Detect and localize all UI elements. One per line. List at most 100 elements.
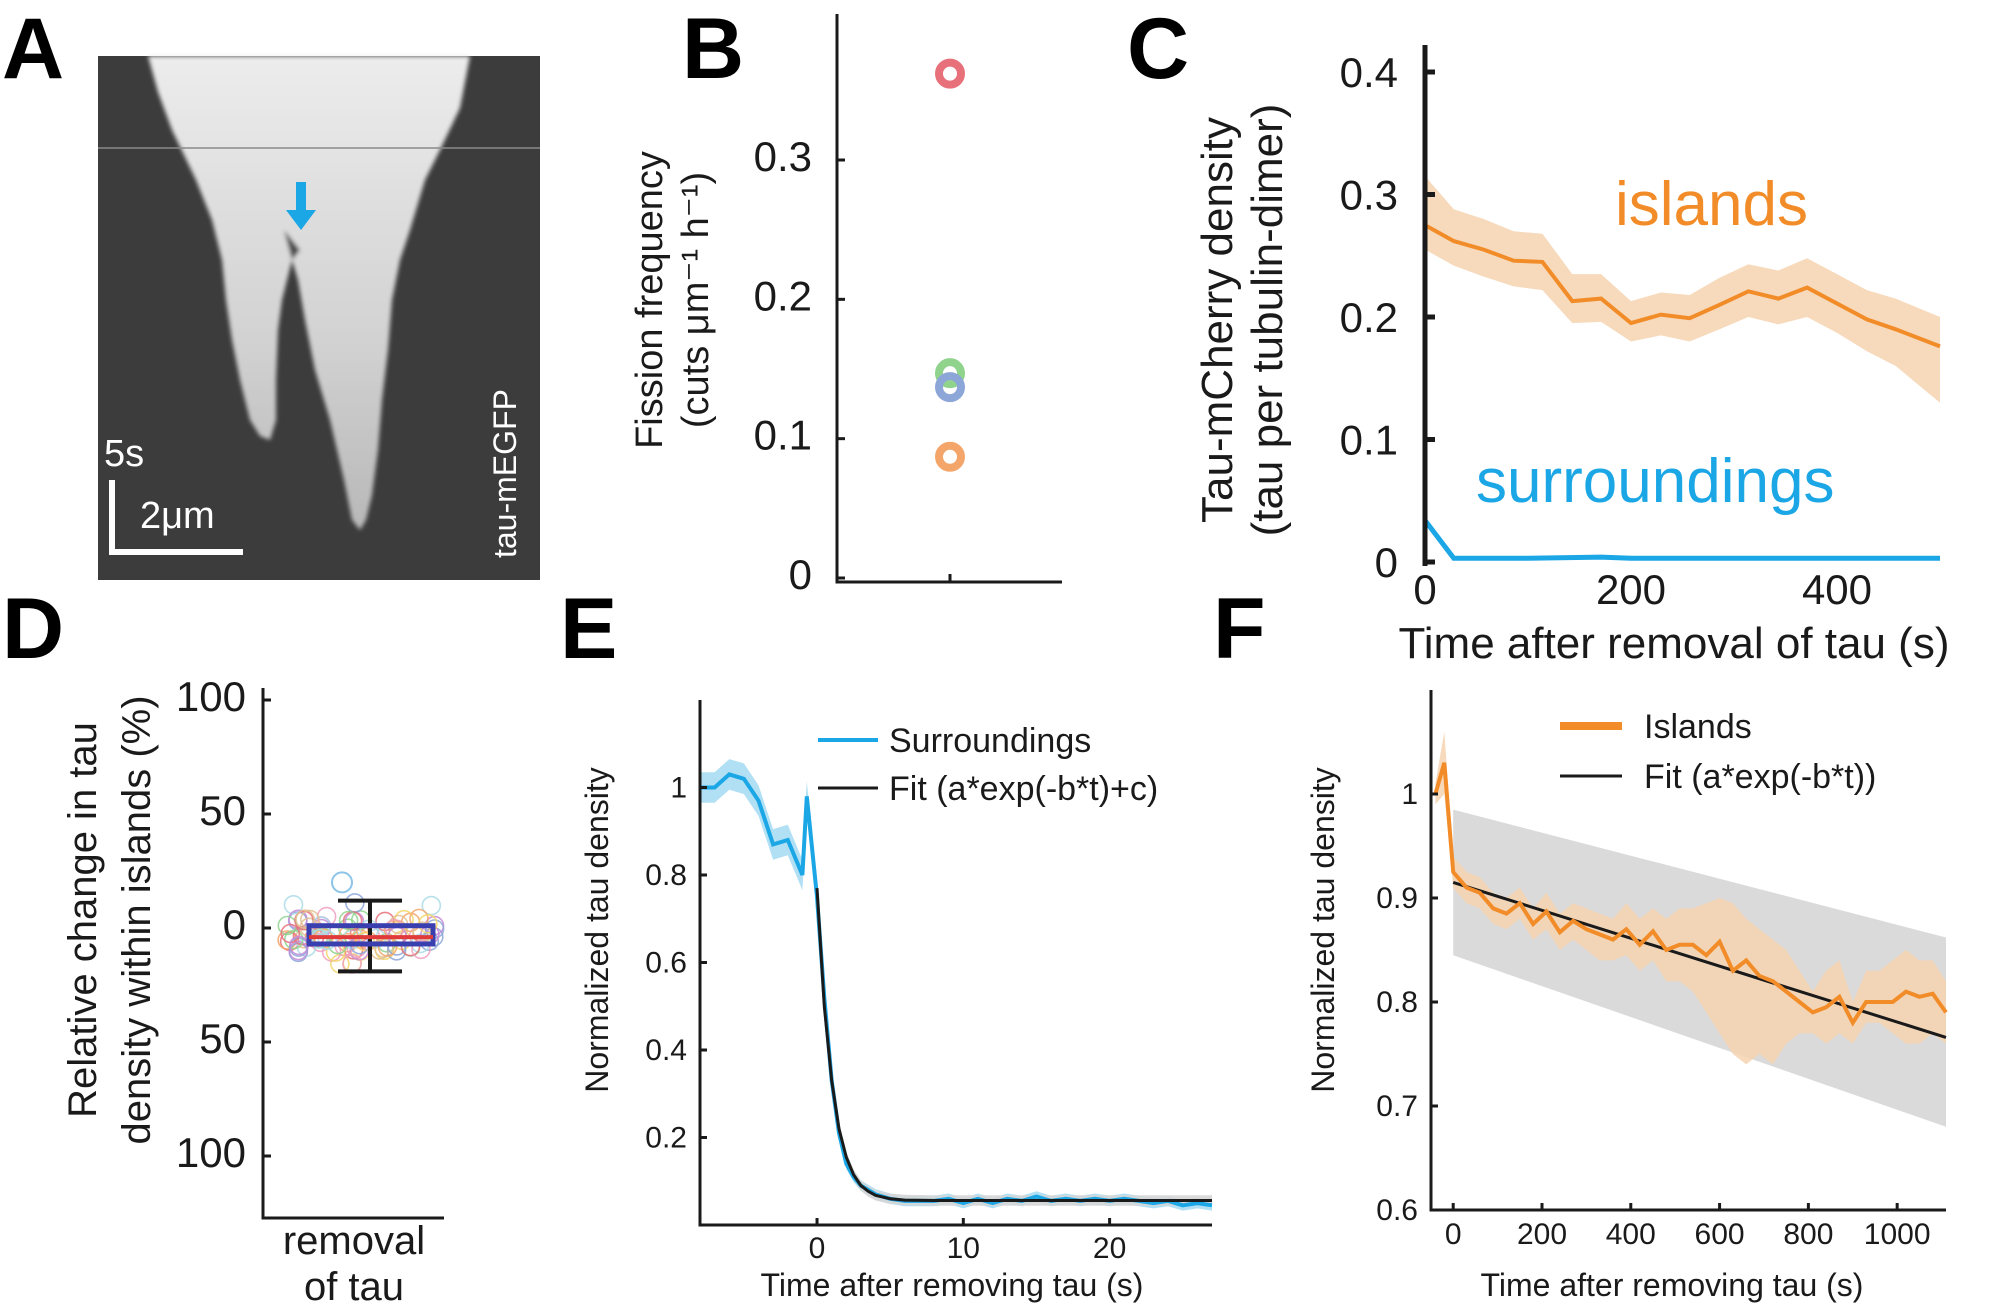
panel-e-xtick-label: 20 (1093, 1232, 1126, 1265)
kymograph-signal (148, 56, 470, 530)
panel-d-axes (261, 688, 444, 1220)
panel-f-ytick-label: 0.9 (1376, 882, 1418, 915)
panel-d-ytick-label: 0 (223, 901, 246, 948)
panel-c-xtick-label: 400 (1802, 566, 1872, 613)
panel-b-point (935, 358, 965, 389)
panel-f-bands (1435, 731, 1946, 1127)
panel-b-point (935, 441, 965, 472)
panel-c-ytick-label: 0.3 (1340, 172, 1398, 219)
islands-error-band (1435, 731, 1946, 1065)
panel-f-letter: F (1213, 581, 1266, 677)
panel-f-xtick-label: 800 (1783, 1218, 1833, 1251)
panel-d-data-circle (421, 895, 442, 916)
islands-line (1433, 762, 1948, 1027)
legend-islands-label: Islands (1644, 708, 1752, 746)
panel-f-ytick-label: 0.7 (1376, 1090, 1418, 1123)
panel-d-data-circle (411, 939, 431, 960)
panel-d-outlier (331, 871, 353, 894)
islands-error-band (1425, 176, 1940, 403)
panel-d-category-1: removal (283, 1219, 425, 1263)
panel-c-lines (1423, 223, 1941, 561)
panel-c-letter: C (1127, 1, 1189, 97)
islands-label: islands (1615, 170, 1808, 239)
panel-a-letter: A (2, 1, 64, 97)
panel-e-ytick-label: 0.2 (645, 1122, 687, 1155)
panel-d-data-circle (317, 930, 338, 951)
panel-c-islands-band (1425, 176, 1940, 403)
scale-bar (109, 480, 243, 555)
panel-e-bands (700, 759, 1212, 1211)
box-iqr (306, 923, 436, 947)
panel-d-category-2: of tau (304, 1265, 404, 1306)
panel-e-legend: Surroundings Fit (a*exp(-b*t)+c) (818, 722, 1158, 808)
panel-e-ticks: 0.20.40.60.810 10 20 (645, 772, 1126, 1266)
legend-fit-label: Fit (a*exp(-b*t)+c) (889, 770, 1158, 808)
panel-f-ytick-label: 1 (1401, 778, 1418, 811)
surroundings-label: surroundings (1476, 447, 1834, 516)
panel-d-data-circle (295, 909, 315, 930)
panel-d-data-circle (294, 910, 314, 931)
panel-d-ytick-label: 50 (199, 1015, 246, 1062)
panel-b-ytick-label: 0.2 (754, 272, 812, 319)
panel-e-ylabel: Normalized tau density (579, 767, 615, 1092)
panel-c-xtick-label: 0 (1413, 566, 1436, 613)
panel-c-ytick-label: 0.1 (1340, 417, 1398, 464)
panel-d-ylabel-2: density within islands (%) (115, 695, 159, 1144)
panel-b-ylabel-2: (cuts μm⁻¹ h⁻¹) (675, 172, 717, 428)
panel-d-ylabel-1: Relative change in tau (61, 722, 105, 1118)
panel-e-xlabel: Time after removing tau (s) (761, 1267, 1144, 1303)
legend-surroundings-label: Surroundings (889, 722, 1091, 760)
panel-c: C 0 0.1 0.2 0.3 0.4 0 200 400 Tau-mCherry densi… (1127, 1, 1949, 668)
panel-b-letter: B (682, 1, 744, 97)
panel-d-ytick-label: 100 (176, 1129, 246, 1176)
panel-c-xtick-label: 200 (1596, 566, 1666, 613)
panel-e-lines (700, 772, 1213, 1208)
space-scale-label: 2μm (140, 495, 215, 537)
panel-d-y-ticks: 100 50 0 50 100 (176, 673, 271, 1176)
panel-d-data-circle (338, 910, 359, 931)
panel-b-points (935, 58, 965, 472)
panel-f-xtick-label: 200 (1517, 1218, 1567, 1251)
panel-b-point (935, 372, 965, 403)
panel-e-xtick-label: 0 (809, 1232, 826, 1265)
panel-e-ytick-label: 0.6 (645, 947, 687, 980)
surroundings-error-band (700, 759, 1212, 1211)
panel-c-ytick-label: 0.2 (1340, 294, 1398, 341)
panel-a: A 5s 2μm tau-mEGFP (2, 1, 540, 580)
panel-c-ytick-label: 0 (1375, 539, 1398, 586)
panel-e-letter: E (560, 581, 617, 677)
fission-arrow-icon (286, 182, 316, 230)
panel-b-axes (835, 14, 1062, 584)
panel-f-ticks: 0.6 0.7 0.8 0.9 1 0 200 400 600 800 1000 (1376, 778, 1930, 1251)
fit-line (1452, 880, 1947, 1039)
panel-b-ytick-label: 0 (789, 551, 812, 598)
panel-b-ytick-label: 0.3 (754, 133, 812, 180)
fit-line (815, 888, 1212, 1202)
panel-f-ylabel: Normalized tau density (1305, 767, 1341, 1092)
panel-f-lines (1433, 762, 1948, 1039)
panel-f: F 0.6 0.7 0.8 0.9 1 0 200 400 600 800 1000 Normali… (1213, 581, 1948, 1303)
panel-b-y-ticks: 0 0.1 0.2 0.3 (754, 133, 845, 598)
surroundings-line (1423, 518, 1940, 561)
panel-f-ytick-label: 0.6 (1376, 1194, 1418, 1227)
panel-b-point (935, 58, 965, 89)
panel-e-ytick-label: 0.8 (645, 859, 687, 892)
panel-c-ytick-label: 0.4 (1340, 49, 1398, 96)
panel-f-legend: Islands Fit (a*exp(-b*t)) (1560, 708, 1876, 796)
time-scale-label: 5s (104, 433, 144, 475)
panel-d-data-circle (283, 894, 304, 915)
panel-b-ytick-label: 0.1 (754, 412, 812, 459)
channel-label: tau-mEGFP (487, 389, 523, 558)
panel-d-letter: D (2, 581, 64, 677)
panel-e-xtick-label: 10 (947, 1232, 980, 1265)
panel-c-xlabel: Time after removal of tau (s) (1399, 619, 1950, 668)
fit-confidence-band (817, 882, 1212, 1206)
panel-f-ytick-label: 0.8 (1376, 986, 1418, 1019)
panel-d-ytick-label: 100 (176, 673, 246, 720)
panel-f-xtick-label: 0 (1445, 1218, 1462, 1251)
panel-f-xlabel: Time after removing tau (s) (1481, 1267, 1864, 1303)
panel-f-xtick-label: 400 (1606, 1218, 1656, 1251)
panel-c-ylabel-1: Tau-mCherry density (1193, 117, 1242, 523)
panel-d-data-circles (277, 871, 445, 974)
